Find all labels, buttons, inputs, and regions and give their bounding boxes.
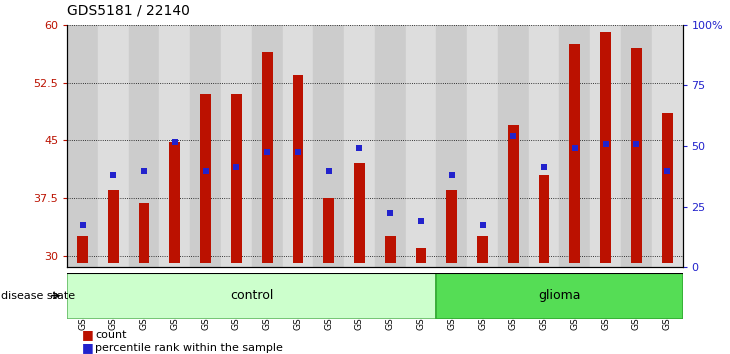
Bar [662, 113, 672, 263]
Bar [67, 25, 98, 267]
Bar [415, 248, 426, 263]
Point [200, 168, 212, 174]
Bar [406, 25, 437, 267]
Text: count: count [95, 330, 126, 339]
Bar [221, 25, 252, 267]
Point [477, 222, 488, 228]
Point [107, 172, 119, 178]
Bar [539, 175, 550, 263]
Point [261, 149, 273, 155]
Text: ■: ■ [82, 328, 93, 341]
Bar [313, 25, 344, 267]
Bar [375, 25, 406, 267]
Text: percentile rank within the sample: percentile rank within the sample [95, 343, 283, 353]
Bar [559, 25, 591, 267]
Point [323, 168, 334, 174]
Bar [191, 25, 221, 267]
Bar [139, 204, 150, 263]
Bar [159, 25, 191, 267]
Bar [231, 94, 242, 263]
Bar [169, 142, 180, 263]
Bar [200, 94, 211, 263]
Point [446, 172, 458, 178]
Point [631, 141, 642, 147]
Bar [128, 25, 159, 267]
Bar [467, 25, 498, 267]
Text: control: control [230, 289, 274, 302]
Point [569, 145, 580, 151]
Point [231, 164, 242, 170]
Bar [446, 190, 457, 263]
Bar [252, 25, 283, 267]
Bar [354, 163, 365, 263]
Point [385, 211, 396, 216]
Point [600, 141, 612, 147]
Bar [508, 125, 519, 263]
Point [138, 168, 150, 174]
Text: disease state: disease state [1, 291, 76, 301]
Bar [600, 33, 611, 263]
Bar [77, 236, 88, 263]
Bar [477, 236, 488, 263]
Bar [283, 25, 313, 267]
Text: ■: ■ [82, 341, 93, 354]
Bar [385, 236, 396, 263]
Point [538, 164, 550, 170]
Bar [344, 25, 375, 267]
Bar [437, 25, 467, 267]
Bar [569, 44, 580, 263]
Point [507, 133, 519, 139]
Text: glioma: glioma [538, 289, 581, 302]
Bar [498, 25, 529, 267]
Point [169, 139, 181, 145]
Point [77, 222, 88, 228]
Bar [67, 273, 437, 319]
Bar [293, 75, 304, 263]
Bar [529, 25, 559, 267]
Point [415, 218, 427, 224]
Bar [652, 25, 683, 267]
Bar [98, 25, 128, 267]
Bar [437, 273, 683, 319]
Bar [323, 198, 334, 263]
Point [353, 145, 365, 151]
Bar [631, 48, 642, 263]
Point [292, 149, 304, 155]
Bar [262, 52, 272, 263]
Bar [108, 190, 119, 263]
Bar [591, 25, 621, 267]
Bar [621, 25, 652, 267]
Point [661, 168, 673, 174]
Text: GDS5181 / 22140: GDS5181 / 22140 [67, 4, 190, 17]
